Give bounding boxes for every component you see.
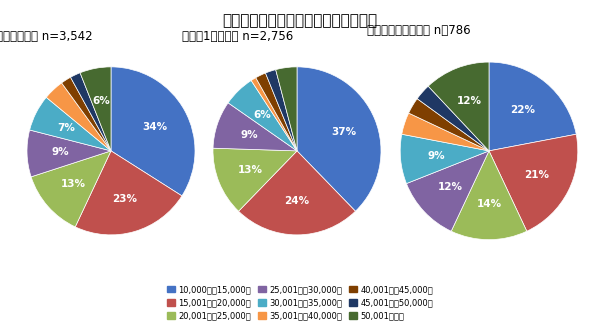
Text: 23%: 23% [113,194,137,204]
Wedge shape [451,151,527,240]
Wedge shape [297,67,381,211]
Wedge shape [111,67,195,196]
Text: 12%: 12% [437,182,463,192]
Wedge shape [265,70,297,151]
Wedge shape [213,148,297,211]
Wedge shape [62,77,111,151]
Wedge shape [239,151,355,235]
Text: 24%: 24% [284,196,310,206]
Text: 7%: 7% [57,123,75,133]
Wedge shape [80,67,111,151]
Wedge shape [31,151,111,227]
Text: 9%: 9% [52,148,70,157]
Text: クルマ複数台保有者 n＝786: クルマ複数台保有者 n＝786 [367,24,470,37]
Wedge shape [400,134,489,184]
Text: クルマの維持費は月額いくらですか？: クルマの維持費は月額いくらですか？ [223,13,377,28]
Text: 34%: 34% [143,122,168,132]
Text: 22%: 22% [511,105,535,115]
Wedge shape [228,80,297,151]
Wedge shape [417,86,489,151]
Text: 6%: 6% [253,110,271,120]
Wedge shape [213,103,297,151]
Text: クルマ保有者 n=3,542: クルマ保有者 n=3,542 [0,30,92,43]
Wedge shape [428,62,489,151]
Wedge shape [27,130,111,177]
Text: 21%: 21% [524,170,549,180]
Text: 13%: 13% [238,165,263,175]
Text: 6%: 6% [92,96,110,106]
Wedge shape [251,78,297,151]
Wedge shape [29,97,111,151]
Text: 14%: 14% [476,199,502,209]
Text: 13%: 13% [61,179,86,189]
Wedge shape [402,113,489,151]
Text: 12%: 12% [457,96,482,106]
Wedge shape [256,73,297,151]
Text: 9%: 9% [241,130,258,140]
Wedge shape [406,151,489,231]
Wedge shape [75,151,182,235]
Wedge shape [71,73,111,151]
Text: 37%: 37% [331,127,356,137]
Wedge shape [489,134,578,231]
Wedge shape [489,62,576,151]
Legend: 10,000円～15,000円, 15,001円～20,000円, 20,001円～25,000円, 25,001円～30,000円, 30,001円～35,0: 10,000円～15,000円, 15,001円～20,000円, 20,001… [163,282,437,324]
Text: クルマ1台保有者 n=2,756: クルマ1台保有者 n=2,756 [182,30,293,43]
Wedge shape [409,99,489,151]
Text: 9%: 9% [427,151,445,161]
Wedge shape [275,67,297,151]
Wedge shape [46,83,111,151]
